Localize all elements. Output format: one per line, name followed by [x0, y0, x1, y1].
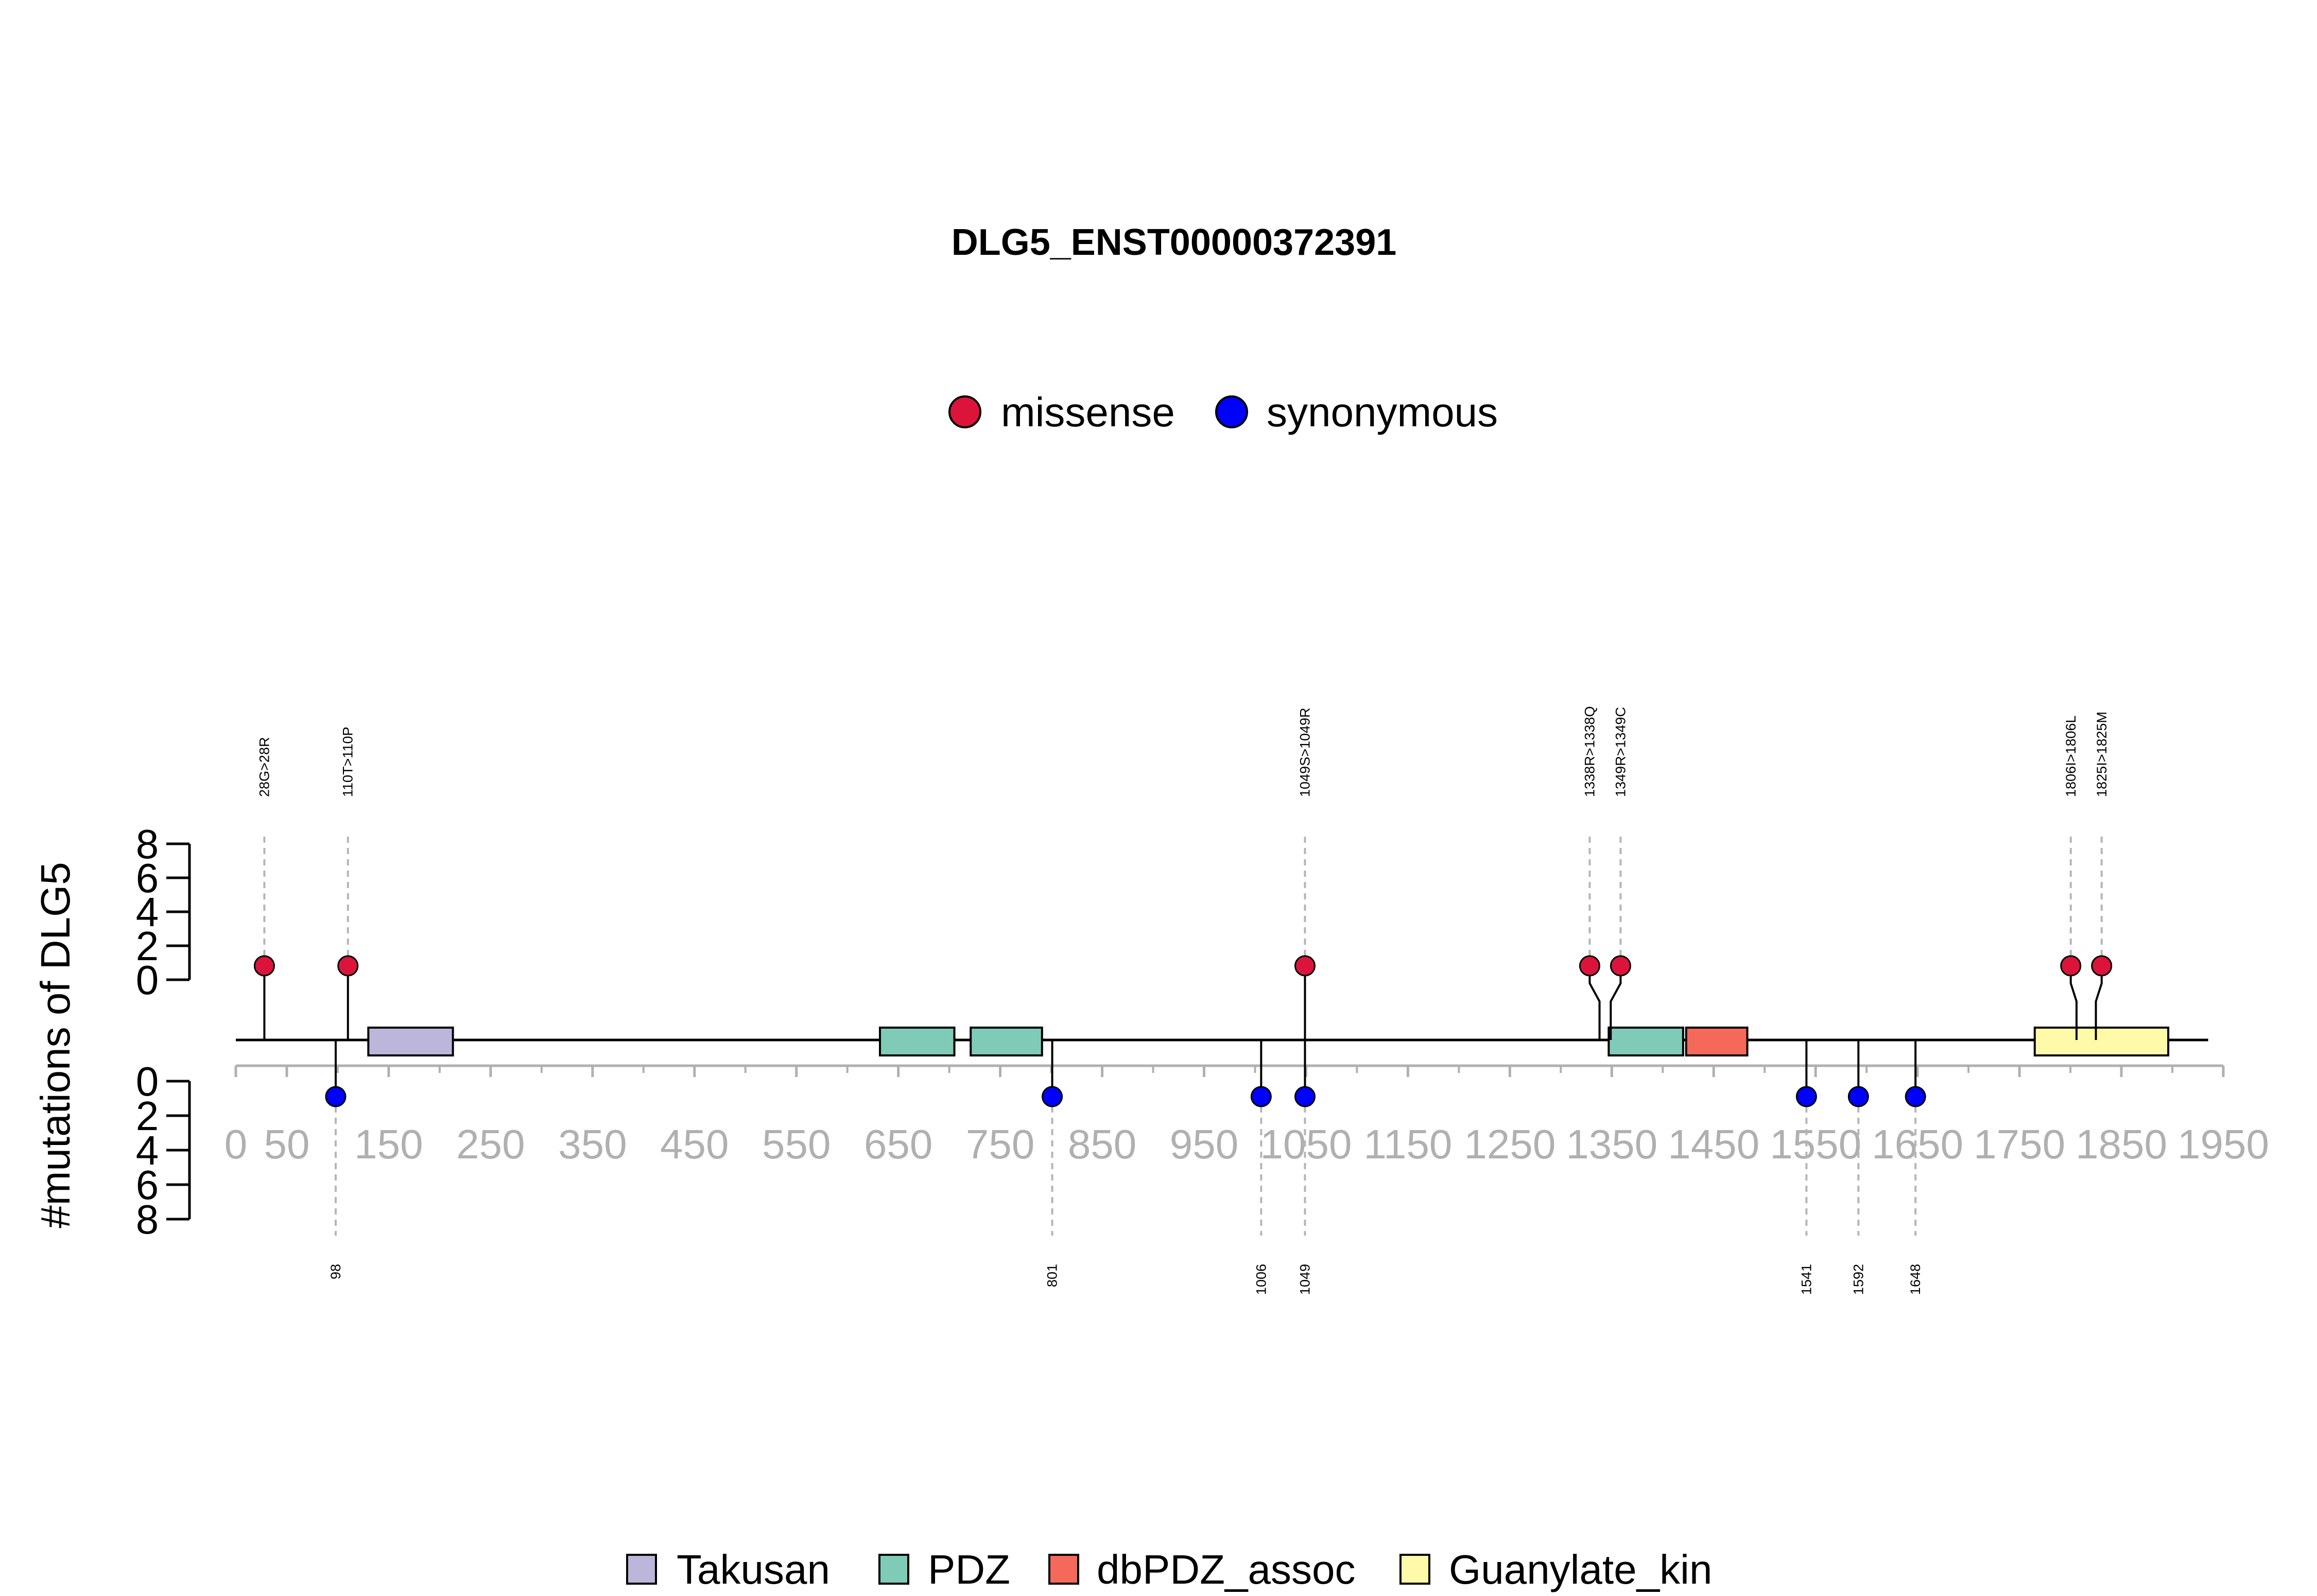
protein-domains: [367, 1027, 2170, 1056]
legend-label-guanylate_kin: Guanylate_kin: [1449, 1547, 1712, 1592]
legend-swatch-dbpdz_assoc: [1048, 1554, 1079, 1585]
mutation-label: 801: [1045, 1264, 1060, 1287]
legend-label-takusan: Takusan: [677, 1547, 830, 1592]
mutation-label: 1592: [1851, 1264, 1866, 1295]
x-tick-label: 1450: [1668, 1121, 1759, 1167]
legend-swatch-pdz: [878, 1554, 909, 1585]
mutation-label: 1825I>1825M: [2094, 712, 2109, 797]
y-tick-label-top: 8: [136, 821, 159, 867]
mutation-point-missense: [2091, 955, 2113, 977]
x-tick-label: 1750: [1974, 1121, 2065, 1167]
x-tick-label: 250: [456, 1121, 525, 1167]
legend-swatch-takusan: [626, 1554, 657, 1585]
mutation-label: 110T>110P: [340, 727, 356, 797]
x-tick-label: 550: [762, 1121, 831, 1167]
mutation-point-synonymous: [1795, 1086, 1817, 1107]
domain-guanylate_kin-5: [2033, 1027, 2170, 1056]
y-tick-label-top: 0: [136, 957, 159, 1003]
mutation-label: 1049S>1049R: [1297, 708, 1312, 797]
y-tick-label-bottom: 4: [136, 1127, 159, 1173]
legend-marker-synonymous: [1215, 395, 1248, 428]
x-tick-label: 650: [864, 1121, 932, 1167]
mutation-point-missense: [337, 955, 359, 977]
x-tick-label: 950: [1170, 1121, 1238, 1167]
legend-swatch-guanylate_kin: [1399, 1554, 1430, 1585]
mutation-point-missense: [2060, 955, 2082, 977]
chart-title: DLG5_ENST00000372391: [952, 222, 1397, 263]
x-tick-label: 150: [354, 1121, 423, 1167]
y-tick-label-top: 4: [136, 889, 159, 935]
legend-label-dbpdz_assoc: dbPDZ_assoc: [1097, 1547, 1355, 1592]
mutation-label: 28G>28R: [256, 737, 272, 797]
mutation-lollipops: 28G>28R 110T>110P 1049S>1049R 1338R>1338Q 13…: [253, 706, 2113, 1295]
mutation-point-synonymous: [1905, 1086, 1926, 1107]
legend-label-synonymous: synonymous: [1267, 389, 1498, 435]
x-tick-label: 1250: [1464, 1121, 1555, 1167]
mutation-stem: [1588, 966, 1601, 1040]
y-tick-label-bottom: 0: [136, 1059, 159, 1104]
x-tick-label: 750: [966, 1121, 1034, 1167]
x-tick-label: 0: [224, 1121, 248, 1167]
y-tick-label-top: 2: [136, 923, 159, 969]
mutation-label: 1806I>1806L: [2063, 716, 2079, 797]
x-tick-label: 1950: [2177, 1121, 2269, 1167]
mutation-point-synonymous: [1042, 1086, 1063, 1107]
domain-takusan-0: [367, 1027, 454, 1056]
x-tick-label: 1150: [1363, 1121, 1452, 1167]
y-tick-label-bottom: 6: [136, 1162, 159, 1208]
legend-label-pdz: PDZ: [928, 1547, 1010, 1592]
y-tick-label-top: 6: [136, 855, 159, 901]
x-tick-label: 1350: [1566, 1121, 1657, 1167]
x-tick-label: 1650: [1872, 1121, 1963, 1167]
mutation-point-missense: [1579, 955, 1600, 977]
mutation-label: 1338R>1338Q: [1582, 706, 1597, 797]
mutation-label: 1006: [1253, 1264, 1269, 1295]
legend-label-missense: missense: [1001, 389, 1175, 435]
domain-dbpdz_assoc-4: [1685, 1027, 1749, 1056]
mutation-point-missense: [1610, 955, 1631, 977]
x-tick-label: 1550: [1770, 1121, 1861, 1167]
mutation-point-missense: [1294, 955, 1316, 977]
domain-pdz-2: [970, 1027, 1043, 1056]
mutation-point-synonymous: [1847, 1086, 1869, 1107]
mutation-point-synonymous: [325, 1086, 347, 1107]
y-tick-label-bottom: 8: [136, 1196, 159, 1242]
mutation-legend: missense synonymous: [948, 389, 1498, 435]
x-tick-label: 1850: [2076, 1121, 2167, 1167]
mutation-point-synonymous: [1250, 1086, 1272, 1107]
mutation-point-missense: [253, 955, 275, 977]
x-axis: 0 50 150 250 350 450 550 650 750 850 950 1050 1150 12…: [224, 1064, 2269, 1167]
x-tick-label: 850: [1068, 1121, 1136, 1167]
x-tick-label: 350: [558, 1121, 627, 1167]
mutation-label: 1049: [1297, 1264, 1312, 1295]
x-tick-label: 450: [660, 1121, 729, 1167]
mutation-label: 1648: [1908, 1264, 1923, 1295]
domain-pdz-3: [1607, 1027, 1684, 1056]
x-tick-label: 50: [264, 1121, 309, 1167]
y-tick-label-bottom: 2: [136, 1093, 159, 1139]
domain-legend: Takusan PDZ dbPDZ_assoc Guanylate_kin: [626, 1547, 1712, 1592]
legend-marker-missense: [948, 395, 981, 428]
mutation-point-synonymous: [1294, 1086, 1316, 1107]
domain-pdz-1: [879, 1027, 956, 1056]
y-axis-label: #mutations of DLG5: [32, 862, 78, 1228]
mutation-label: 98: [328, 1264, 343, 1279]
mutation-label: 1349R>1349C: [1613, 707, 1628, 797]
mutation-label: 1541: [1799, 1264, 1814, 1295]
